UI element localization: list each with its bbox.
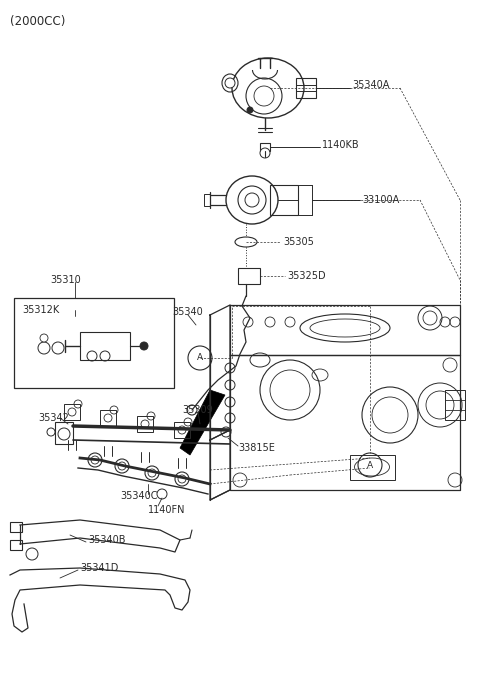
Bar	[137, 416, 153, 432]
Bar	[64, 404, 80, 420]
Circle shape	[140, 342, 148, 350]
Circle shape	[221, 427, 231, 437]
Bar	[10, 540, 22, 550]
Bar	[260, 143, 270, 151]
Text: 35305: 35305	[283, 237, 314, 247]
Bar	[204, 194, 210, 206]
Circle shape	[88, 453, 102, 467]
Circle shape	[40, 334, 48, 342]
Text: A: A	[367, 460, 373, 469]
Text: 35342: 35342	[38, 413, 69, 423]
Text: 35340C: 35340C	[120, 491, 157, 501]
Text: 35312K: 35312K	[22, 305, 59, 315]
Bar	[80, 332, 130, 360]
Bar	[174, 422, 190, 438]
Bar	[14, 298, 174, 388]
Text: 35340B: 35340B	[88, 535, 125, 545]
Text: 35325D: 35325D	[287, 271, 325, 281]
Bar	[100, 410, 116, 426]
Circle shape	[225, 78, 235, 88]
Bar	[350, 455, 395, 480]
Circle shape	[225, 363, 235, 373]
Circle shape	[260, 148, 270, 158]
Circle shape	[225, 413, 235, 423]
Text: 35310: 35310	[50, 275, 81, 285]
Text: 35341D: 35341D	[80, 563, 119, 573]
Circle shape	[157, 489, 167, 499]
Circle shape	[175, 472, 189, 486]
Text: (2000CC): (2000CC)	[10, 15, 65, 28]
Text: 33100A: 33100A	[362, 195, 399, 205]
Bar	[296, 78, 316, 98]
Circle shape	[247, 107, 253, 113]
Text: 1140KB: 1140KB	[322, 140, 360, 150]
Circle shape	[145, 466, 159, 480]
Circle shape	[115, 459, 129, 473]
Bar	[55, 422, 73, 444]
Bar	[270, 185, 298, 215]
Text: 1140FN: 1140FN	[148, 505, 185, 515]
Text: A: A	[197, 354, 203, 363]
Bar	[238, 268, 260, 284]
Bar	[10, 522, 22, 532]
Circle shape	[225, 397, 235, 407]
Circle shape	[47, 428, 55, 436]
Circle shape	[225, 380, 235, 390]
Text: 35309: 35309	[182, 405, 213, 415]
Text: 35340A: 35340A	[352, 80, 389, 90]
Bar	[445, 390, 465, 420]
Text: 33815E: 33815E	[238, 443, 275, 453]
Polygon shape	[180, 390, 225, 455]
Text: 35340: 35340	[172, 307, 203, 317]
